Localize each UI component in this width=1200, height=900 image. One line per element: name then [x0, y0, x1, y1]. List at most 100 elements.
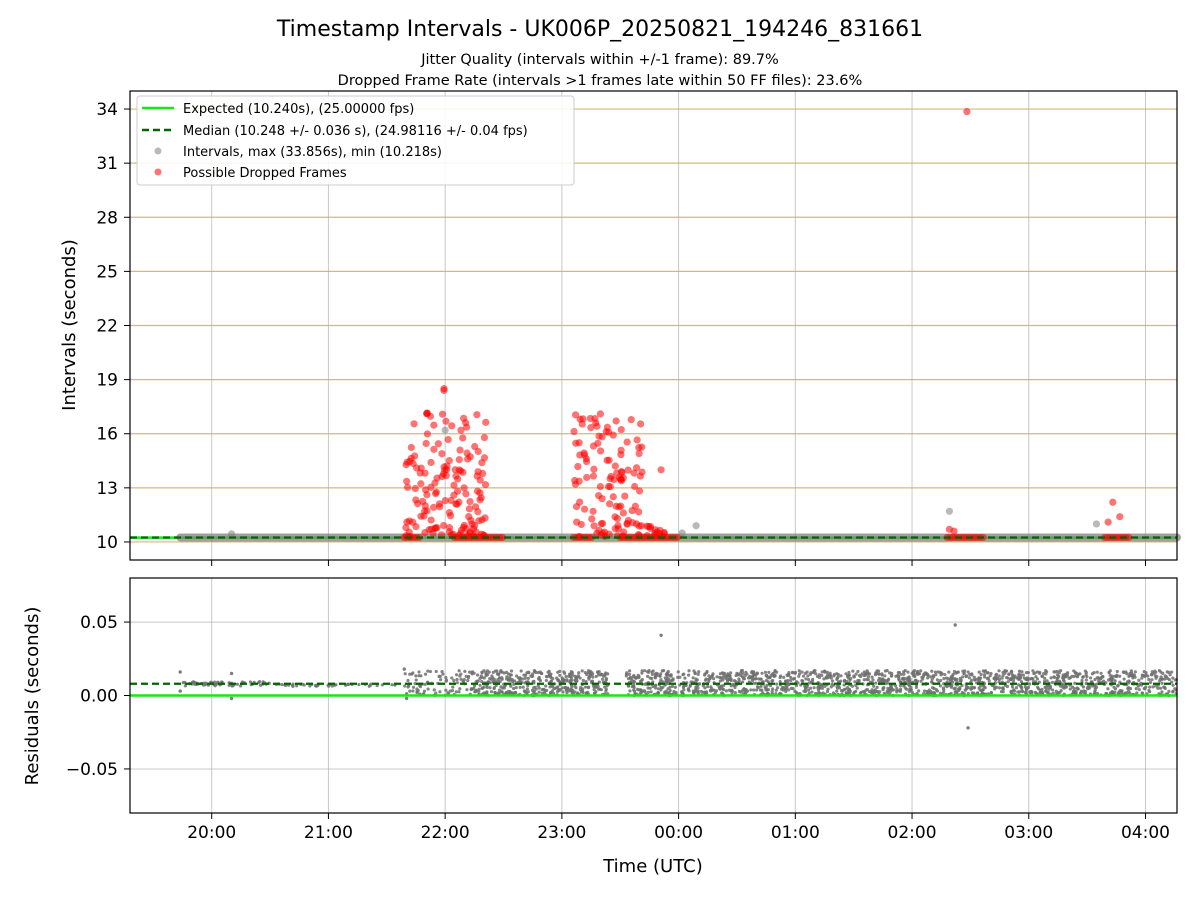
- residual-point: [417, 674, 421, 678]
- residual-point: [997, 669, 1001, 673]
- intervals-ytick-label: 22: [96, 317, 118, 337]
- residual-point: [843, 687, 848, 691]
- residual-point: [715, 675, 719, 679]
- residual-point: [966, 726, 970, 730]
- residual-point: [763, 670, 768, 674]
- residual-point: [972, 675, 976, 679]
- residual-point: [564, 674, 568, 679]
- residual-point: [584, 685, 588, 689]
- residual-point: [1167, 670, 1171, 674]
- residual-point: [775, 682, 779, 686]
- residual-point: [1140, 691, 1144, 695]
- residual-point: [1062, 676, 1066, 680]
- residual-point: [933, 670, 938, 674]
- residual-point: [697, 670, 701, 674]
- dropped-frame-point: [466, 498, 474, 506]
- residual-point: [983, 669, 988, 673]
- residual-point: [1127, 680, 1131, 684]
- residual-point: [532, 691, 536, 695]
- residual-point: [804, 677, 808, 681]
- residual-point: [686, 673, 691, 677]
- residual-point: [1156, 686, 1160, 690]
- residual-point: [511, 686, 516, 691]
- residual-point: [571, 673, 575, 677]
- figure-subtitle-jitter: Jitter Quality (intervals within +/-1 fr…: [420, 52, 779, 68]
- dropped-frame-point: [621, 492, 629, 500]
- residual-point: [1013, 674, 1017, 678]
- residual-point: [862, 670, 866, 674]
- residual-point: [1058, 679, 1062, 683]
- residual-point: [912, 668, 917, 673]
- intervals-ytick-label: 28: [96, 208, 118, 228]
- residual-point: [408, 672, 412, 676]
- residual-point: [982, 672, 987, 677]
- residual-point: [450, 676, 454, 680]
- residual-point: [654, 686, 658, 690]
- residual-point: [455, 681, 459, 685]
- residual-point: [504, 691, 508, 695]
- residual-point: [1095, 676, 1099, 680]
- residual-point: [669, 673, 673, 677]
- residual-point: [1083, 669, 1087, 673]
- residual-point: [1118, 674, 1122, 678]
- dropped-frame-point: [402, 461, 410, 469]
- dropped-frame-point: [613, 469, 621, 477]
- residual-point: [1010, 689, 1014, 694]
- residual-point: [565, 678, 569, 682]
- residual-point: [801, 674, 806, 678]
- residual-point: [440, 670, 444, 674]
- residuals-xtick-label: 04:00: [1121, 823, 1170, 843]
- residual-point: [949, 684, 953, 688]
- dropped-frame-point: [582, 457, 591, 466]
- residual-point: [482, 685, 486, 689]
- residual-point: [883, 679, 887, 683]
- residual-point: [789, 686, 793, 690]
- residual-point: [954, 689, 958, 693]
- residual-point: [784, 689, 788, 694]
- residual-point: [755, 671, 759, 676]
- residual-point: [1007, 672, 1011, 676]
- residual-point: [900, 677, 905, 681]
- residual-point: [876, 669, 881, 673]
- residual-point: [981, 669, 985, 673]
- residual-point: [576, 691, 580, 695]
- residual-point: [484, 691, 488, 695]
- residual-point: [428, 669, 433, 674]
- residual-point: [897, 677, 901, 681]
- residual-point: [463, 669, 467, 673]
- residual-point: [403, 684, 407, 688]
- residual-point: [564, 686, 568, 690]
- residual-point: [800, 670, 804, 674]
- residual-point: [977, 670, 981, 674]
- residual-point: [357, 683, 361, 687]
- residual-point: [1150, 670, 1154, 674]
- residual-point: [808, 686, 813, 690]
- residual-point: [939, 678, 943, 683]
- dropped-frame-point: [445, 456, 453, 465]
- residual-point: [713, 691, 718, 695]
- dropped-frame-point: [440, 521, 448, 530]
- residual-point: [994, 672, 999, 676]
- residual-point: [1001, 690, 1005, 694]
- residual-point: [902, 670, 906, 674]
- residuals-xtick-label: 21:00: [304, 823, 353, 843]
- intervals-ytick-label: 19: [96, 371, 118, 391]
- legend-dropped-label: Possible Dropped Frames: [183, 166, 347, 181]
- residual-point: [676, 675, 680, 679]
- residual-point: [847, 670, 851, 675]
- residual-point: [523, 676, 527, 680]
- residual-point: [1059, 669, 1063, 673]
- residual-point: [1072, 674, 1076, 679]
- dropped-frame-point: [589, 442, 598, 450]
- dropped-frame-point: [598, 495, 606, 503]
- dropped-frame-point: [474, 447, 482, 456]
- residual-point: [603, 685, 607, 689]
- residual-point: [653, 675, 657, 679]
- residual-point: [1084, 673, 1088, 677]
- residuals-ytick-label: −0.05: [66, 760, 118, 780]
- residual-point: [860, 672, 864, 676]
- dropped-frame-point: [589, 472, 598, 480]
- residual-point: [913, 674, 917, 679]
- dropped-frame-point: [478, 516, 486, 524]
